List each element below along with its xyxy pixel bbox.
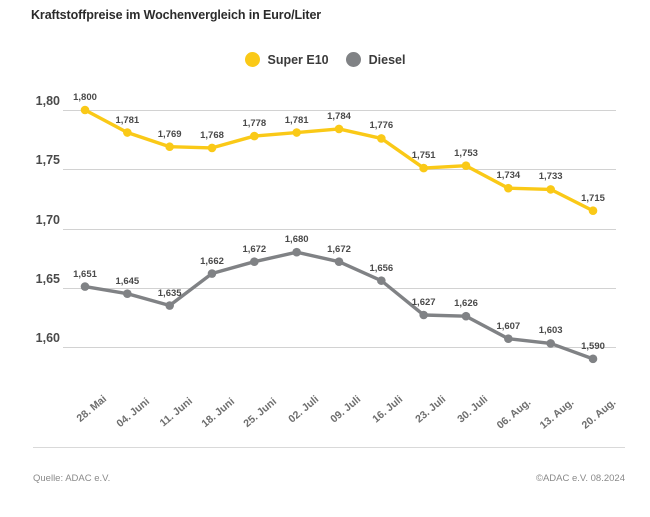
x-axis-tick-label: 13. Aug. bbox=[537, 396, 576, 432]
data-point[interactable] bbox=[377, 276, 386, 285]
data-point-label: 1,776 bbox=[369, 120, 394, 132]
legend-swatch-icon bbox=[345, 52, 361, 67]
data-point-label: 1,651 bbox=[73, 268, 97, 280]
data-point-label: 1,734 bbox=[496, 170, 521, 182]
gridline bbox=[63, 110, 616, 111]
data-point-label: 1,627 bbox=[411, 297, 436, 308]
gridline bbox=[63, 169, 616, 171]
page-title: Kraftstoffpreise im Wochenvergleich in E… bbox=[31, 8, 322, 22]
data-point-label: 1,768 bbox=[200, 129, 224, 141]
data-point[interactable] bbox=[546, 185, 555, 194]
x-axis-tick-label: 06. Aug. bbox=[494, 396, 534, 432]
y-axis-tick-label: 1,60 bbox=[35, 331, 60, 345]
data-point[interactable] bbox=[123, 289, 132, 298]
data-point-label: 1,784 bbox=[327, 110, 351, 122]
data-point-label: 1,607 bbox=[496, 320, 521, 332]
x-axis-tick-label: 30. Juli bbox=[455, 393, 491, 426]
data-point[interactable] bbox=[250, 257, 259, 266]
x-axis-tick-label: 11. Juni bbox=[157, 395, 195, 430]
x-axis-tick-label: 18. Juni bbox=[199, 395, 238, 430]
data-point-label: 1,672 bbox=[327, 243, 351, 255]
data-point[interactable] bbox=[292, 247, 301, 257]
y-axis-tick-label: 1,80 bbox=[35, 94, 60, 108]
legend-label-diesel: Diesel bbox=[368, 52, 406, 67]
x-axis-tick-label: 25. Juni bbox=[241, 395, 280, 430]
x-axis-tick-label: 09. Juli bbox=[328, 393, 364, 426]
data-point[interactable] bbox=[165, 142, 174, 152]
data-point[interactable] bbox=[588, 354, 598, 364]
data-point[interactable] bbox=[504, 334, 513, 344]
gridline bbox=[63, 347, 616, 348]
data-point-label: 1,751 bbox=[411, 150, 436, 162]
data-point[interactable] bbox=[588, 206, 598, 216]
data-point[interactable] bbox=[461, 161, 471, 170]
data-point-label: 1,672 bbox=[242, 243, 267, 255]
data-point[interactable] bbox=[250, 131, 259, 141]
data-point-label: 1,781 bbox=[115, 114, 140, 126]
data-point[interactable] bbox=[334, 257, 344, 266]
data-point-label: 1,635 bbox=[157, 287, 182, 299]
data-point-label: 1,769 bbox=[157, 128, 182, 140]
data-point-label: 1,778 bbox=[242, 118, 267, 130]
x-axis-tick-label: 16. Juli bbox=[370, 393, 406, 426]
data-point-label: 1,733 bbox=[538, 171, 563, 183]
data-point-label: 1,590 bbox=[581, 340, 605, 352]
data-point[interactable] bbox=[292, 128, 301, 137]
legend-label-super-e10: Super E10 bbox=[267, 52, 329, 67]
data-point[interactable] bbox=[419, 163, 428, 173]
data-point[interactable] bbox=[80, 105, 90, 115]
data-point-label: 1,626 bbox=[454, 298, 478, 310]
y-axis-tick-label: 1,65 bbox=[35, 271, 60, 286]
footer-divider bbox=[33, 447, 625, 448]
data-point[interactable] bbox=[461, 311, 471, 321]
gridline bbox=[63, 287, 616, 289]
source-note: Quelle: ADAC e.V. bbox=[33, 473, 111, 484]
legend-entry-diesel[interactable]: Diesel bbox=[345, 52, 406, 67]
gridline bbox=[63, 228, 616, 230]
data-point[interactable] bbox=[546, 339, 555, 348]
chart-legend: Super E10 Diesel bbox=[0, 52, 650, 67]
data-point[interactable] bbox=[207, 269, 217, 278]
data-point[interactable] bbox=[165, 301, 174, 310]
data-point[interactable] bbox=[504, 183, 513, 193]
legend-entry-super-e10[interactable]: Super E10 bbox=[244, 52, 329, 67]
x-axis-tick-label: 28. Mai bbox=[74, 392, 110, 425]
data-point[interactable] bbox=[123, 128, 132, 137]
data-point-label: 1,781 bbox=[284, 114, 309, 126]
y-axis-tick-label: 1,70 bbox=[35, 212, 60, 227]
data-point-label: 1,603 bbox=[538, 325, 563, 337]
data-point[interactable] bbox=[207, 143, 217, 153]
data-point-label: 1,800 bbox=[73, 92, 97, 103]
data-point-label: 1,645 bbox=[115, 275, 140, 287]
data-point[interactable] bbox=[377, 134, 386, 143]
data-point[interactable] bbox=[80, 282, 90, 291]
data-point[interactable] bbox=[419, 310, 428, 320]
x-axis-tick-label: 02. Juli bbox=[285, 393, 321, 426]
data-point[interactable] bbox=[334, 124, 344, 134]
data-point-label: 1,680 bbox=[284, 234, 309, 246]
data-point-label: 1,656 bbox=[369, 262, 394, 274]
copyright-note: ©ADAC e.V. 08.2024 bbox=[535, 473, 625, 484]
y-axis-tick-label: 1,75 bbox=[35, 153, 60, 168]
legend-swatch-icon bbox=[244, 52, 260, 67]
data-point-label: 1,715 bbox=[581, 192, 605, 204]
x-axis-tick-label: 04. Juni bbox=[114, 395, 153, 430]
x-axis-tick-label: 20. Aug. bbox=[579, 396, 619, 432]
data-point-label: 1,662 bbox=[200, 255, 224, 267]
data-point-label: 1,753 bbox=[454, 147, 478, 159]
x-axis-tick-label: 23. Juli bbox=[412, 393, 448, 426]
